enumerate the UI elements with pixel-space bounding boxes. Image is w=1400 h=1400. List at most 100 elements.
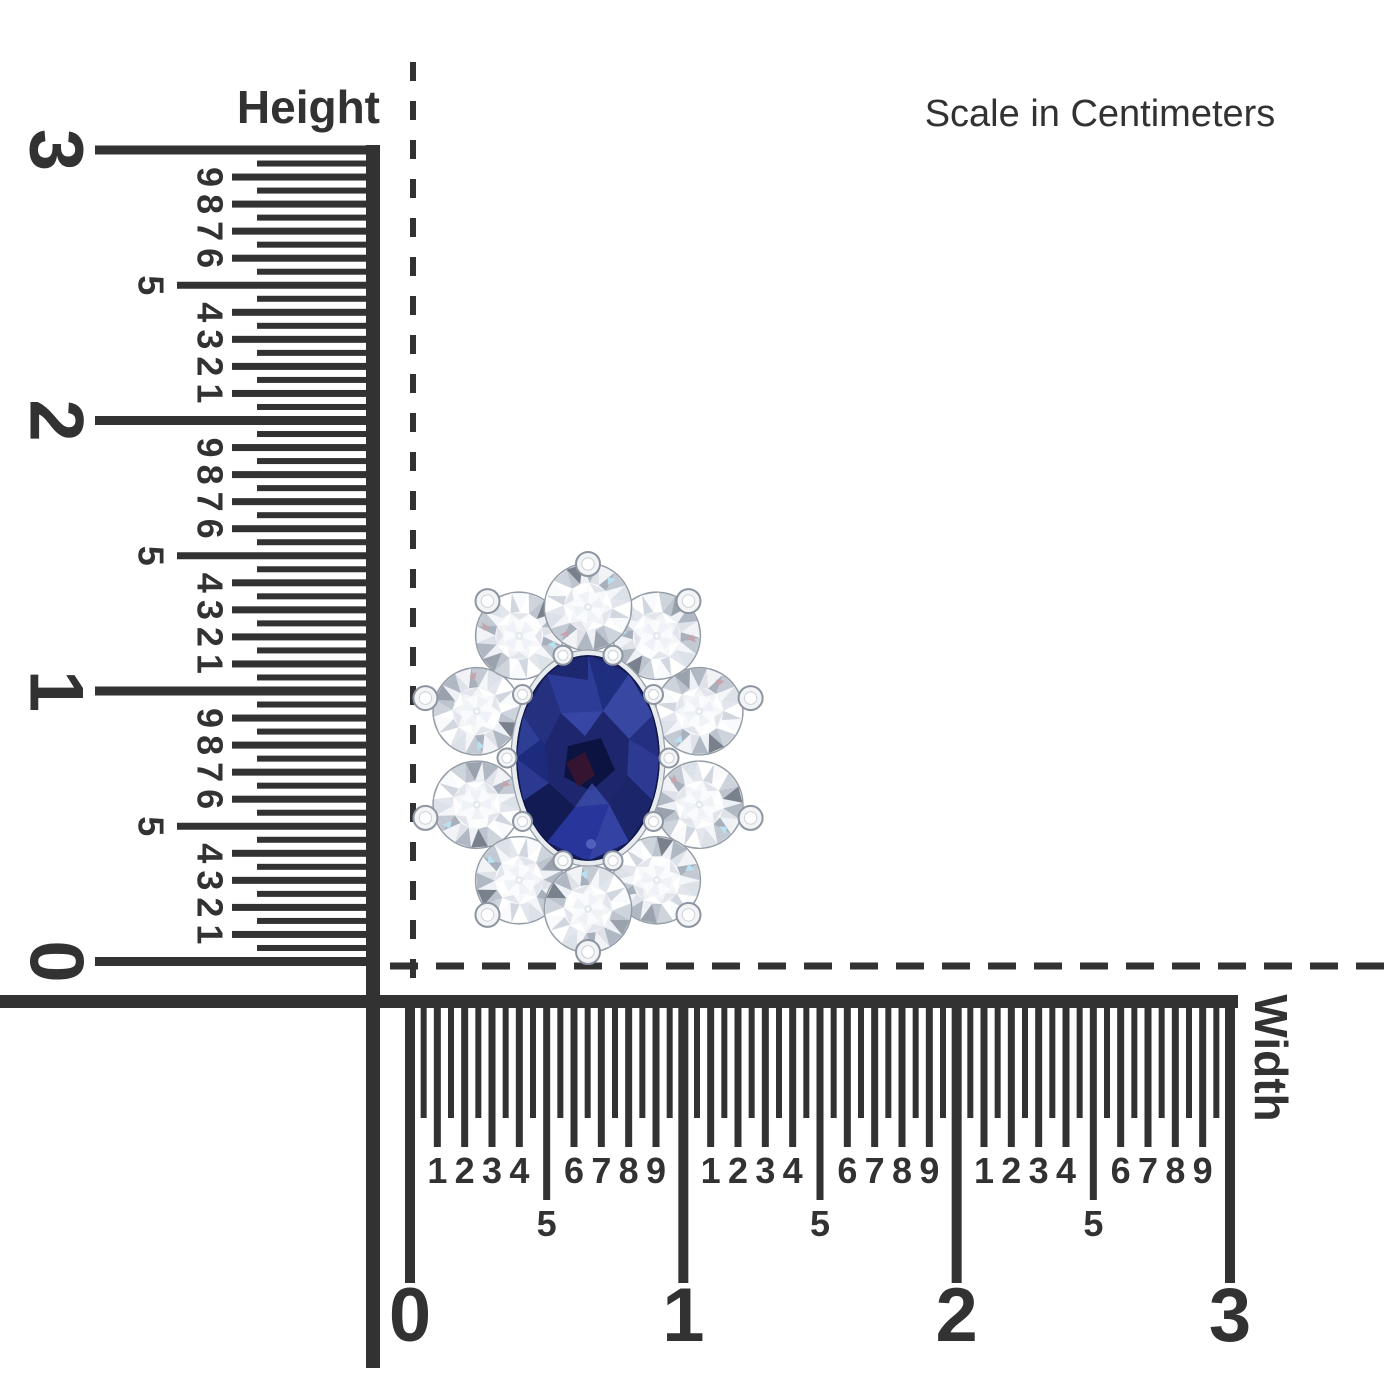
half-mm-tick — [475, 1008, 482, 1118]
outer-prong-bead — [737, 685, 764, 712]
mm-tick — [433, 1008, 441, 1147]
mm-tick — [1171, 1008, 1179, 1147]
cm-number: 1 — [662, 1273, 704, 1358]
sapphire-facet — [588, 804, 629, 861]
mm-number: 6 — [189, 789, 230, 809]
mm-number: 3 — [482, 1150, 502, 1191]
half-mm-tick — [257, 647, 366, 654]
half-mm-tick — [1213, 1008, 1220, 1118]
half-mm-tick — [1103, 1008, 1110, 1118]
mm-tick — [898, 1008, 906, 1147]
sapphire-diamond-cluster — [412, 551, 764, 970]
cm-number: 1 — [13, 670, 98, 712]
mm-number: 6 — [189, 519, 230, 539]
half-mm-tick — [1185, 1008, 1192, 1118]
mm-tick — [871, 1008, 879, 1147]
sapphire-facet — [575, 783, 609, 807]
mm-number: 9 — [919, 1150, 939, 1191]
cm-number: 2 — [936, 1273, 978, 1358]
cm-number: 0 — [389, 1273, 431, 1358]
outer-prong-bead — [675, 588, 702, 615]
half-mm-tick — [257, 890, 366, 897]
half-mm-tick — [257, 728, 366, 735]
half-mm-tick — [257, 295, 366, 302]
mm-tick — [232, 498, 366, 506]
mm-number: 4 — [783, 1150, 803, 1191]
half-mm-tick — [257, 322, 366, 329]
mm-number: 5 — [1083, 1203, 1103, 1244]
half-mm-tick — [257, 620, 366, 627]
mm-number: 6 — [189, 248, 230, 268]
half-mm-tick — [912, 1008, 919, 1118]
mm-number: 7 — [865, 1150, 885, 1191]
mm-tick — [515, 1008, 523, 1147]
mm-number: 5 — [537, 1203, 557, 1244]
half-mm-tick — [666, 1008, 673, 1118]
mm-number: 2 — [455, 1150, 475, 1191]
bead-hole — [418, 691, 433, 705]
half-mm-tick — [257, 593, 366, 600]
width-ruler: 0 1 2 31 2 3 456 7 8 9 1 2 3 456 7 8 9 1 2 3 456 7 8 9 — [0, 995, 1251, 1358]
half-mm-tick — [940, 1008, 947, 1118]
mm-number: 4 — [509, 1150, 529, 1191]
half-mm-tick — [257, 241, 366, 248]
half-mm-tick — [257, 944, 366, 951]
mm-tick — [843, 1008, 851, 1147]
half-mm-tick — [257, 458, 366, 465]
five-mm-tick — [177, 822, 366, 830]
mm-number: 4 — [189, 302, 230, 322]
mm-number: 2 — [1001, 1150, 1021, 1191]
mm-number: 8 — [189, 735, 230, 755]
half-mm-tick — [502, 1008, 509, 1118]
mm-tick — [707, 1008, 715, 1147]
half-mm-tick — [612, 1008, 619, 1118]
bead-hole — [648, 689, 659, 700]
mm-tick — [652, 1008, 660, 1147]
mm-number: 7 — [189, 492, 230, 512]
mm-tick — [1117, 1008, 1125, 1147]
mm-number: 2 — [189, 627, 230, 647]
mm-tick — [925, 1008, 933, 1147]
half-mm-tick — [830, 1008, 837, 1118]
half-mm-tick — [257, 349, 366, 356]
bead-hole — [743, 811, 758, 825]
mm-tick — [232, 903, 366, 911]
half-mm-tick — [257, 187, 366, 194]
half-mm-tick — [1049, 1008, 1056, 1118]
cm-number: 3 — [1209, 1273, 1251, 1358]
mm-number: 1 — [189, 654, 230, 674]
bead-hole — [480, 594, 495, 608]
mm-number: 9 — [189, 708, 230, 728]
outer-prong-bead — [412, 804, 439, 831]
half-mm-tick — [639, 1008, 646, 1118]
half-mm-tick — [775, 1008, 782, 1118]
bead-hole — [501, 752, 513, 764]
mm-tick — [1035, 1008, 1043, 1147]
half-mm-tick — [257, 863, 366, 870]
mm-number: 6 — [1111, 1150, 1131, 1191]
mm-tick — [232, 362, 366, 370]
half-mm-tick — [1076, 1008, 1083, 1118]
mm-number: 1 — [189, 924, 230, 944]
half-mm-tick — [257, 160, 366, 167]
sapphire-facet — [588, 655, 629, 711]
half-mm-tick — [257, 782, 366, 789]
mm-number: 4 — [189, 843, 230, 863]
bead-hole — [517, 689, 528, 700]
bead-hole — [557, 855, 569, 867]
five-mm-tick — [816, 1008, 824, 1200]
mm-number: 3 — [189, 600, 230, 620]
sapphire-facet — [547, 655, 588, 680]
half-mm-tick — [748, 1008, 755, 1118]
center-sapphire — [510, 649, 666, 867]
mm-tick — [232, 173, 366, 181]
half-mm-tick — [584, 1008, 591, 1118]
mm-number: 1 — [427, 1150, 447, 1191]
half-mm-tick — [257, 376, 366, 383]
mm-tick — [232, 876, 366, 884]
mm-number: 3 — [189, 870, 230, 890]
mm-number: 4 — [1056, 1150, 1076, 1191]
